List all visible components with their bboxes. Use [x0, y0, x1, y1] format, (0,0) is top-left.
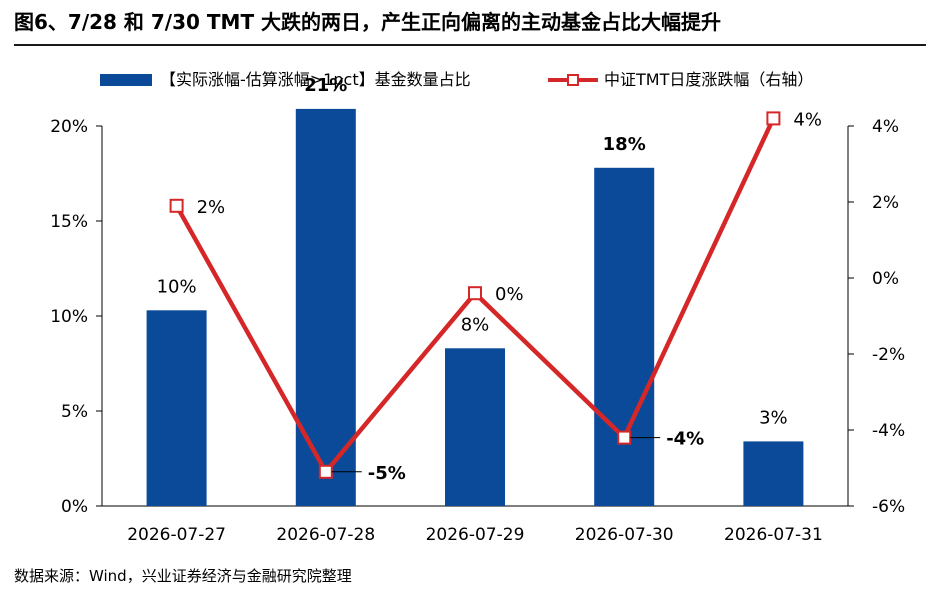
line-series — [169, 111, 781, 479]
line-data-label: 4% — [793, 109, 822, 130]
source-note: 数据来源：Wind，兴业证券经济与金融研究院整理 — [14, 567, 352, 585]
line-data-label: 0% — [495, 284, 524, 305]
data-labels: 10% 21% 8% 18% 3% 2% -5% 0% -4% 4% — [157, 75, 822, 484]
legend-swatch-marker — [567, 74, 579, 86]
x-axis-tick-label: 2026-07-31 — [724, 525, 823, 545]
bar — [594, 167, 655, 507]
legend-label-line: 中证TMT日度涨跌幅（右轴） — [604, 70, 813, 89]
x-axis-tick-label: 2026-07-28 — [276, 525, 375, 545]
line-marker — [617, 430, 632, 445]
bar-data-label: 3% — [759, 407, 788, 428]
line-data-label: 2% — [197, 197, 226, 218]
line-marker — [468, 286, 482, 301]
legend: 【实际涨幅-估算涨幅>1pct】基金数量占比 中证TMT日度涨跌幅（右轴） — [100, 70, 813, 89]
left-axis-tick-label: 10% — [50, 307, 88, 327]
bar-series — [146, 108, 804, 507]
right-axis-tick-label: 2% — [872, 193, 899, 213]
bar — [146, 310, 207, 506]
left-axis-tick-label: 15% — [50, 212, 88, 232]
right-axis-tick-label: -2% — [872, 345, 905, 365]
right-axis-tick-label: 0% — [872, 269, 899, 289]
title-divider — [14, 44, 926, 46]
bar-data-label: 8% — [461, 314, 490, 335]
line-marker — [766, 111, 781, 126]
left-axis-tick-label: 5% — [61, 402, 88, 422]
x-axis-tick-label: 2026-07-29 — [426, 525, 525, 545]
x-axis-tick-label: 2026-07-27 — [127, 525, 226, 545]
line-marker — [318, 464, 333, 479]
bar-data-label: 21% — [304, 75, 347, 96]
right-axis-tick-label: -4% — [872, 421, 905, 441]
left-axis-tick-label: 20% — [50, 117, 88, 137]
line-data-label: -4% — [666, 429, 704, 450]
bar-data-label: 10% — [157, 276, 197, 297]
right-axis-tick-label: 4% — [872, 117, 899, 137]
left-axis-tick-label: 0% — [61, 497, 88, 517]
bar — [445, 348, 505, 506]
bar — [743, 441, 804, 506]
right-axis-tick-label: -6% — [872, 497, 905, 517]
chart: 【实际涨幅-估算涨幅>1pct】基金数量占比 中证TMT日度涨跌幅（右轴） 0%… — [50, 70, 905, 545]
line-data-label: -5% — [368, 463, 406, 484]
line-marker — [169, 198, 184, 213]
legend-swatch-bar — [100, 74, 152, 86]
figure-title: 图6、7/28 和 7/30 TMT 大跌的两日，产生正向偏离的主动基金占比大幅… — [14, 10, 722, 34]
legend-label-bar: 【实际涨幅-估算涨幅>1pct】基金数量占比 — [160, 70, 471, 89]
bar-data-label: 18% — [603, 134, 646, 155]
x-axis-tick-label: 2026-07-30 — [575, 525, 674, 545]
